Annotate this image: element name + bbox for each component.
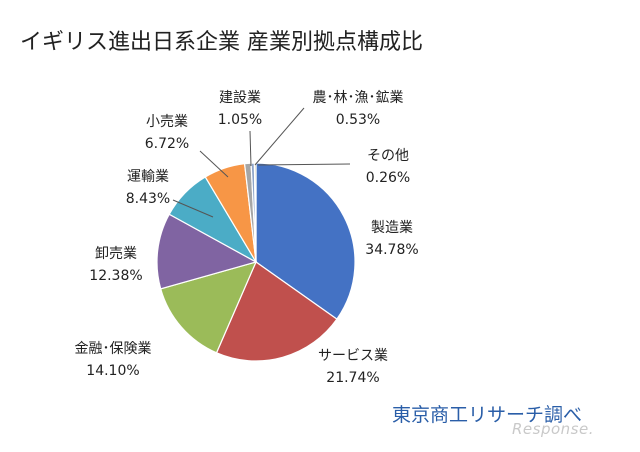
leader-line [199,150,229,178]
leader-line [254,107,305,166]
leader-line [249,130,252,167]
slice-label: 運輸業 [127,169,169,185]
slice-label: サービス業 [318,348,388,364]
leader-line [257,163,351,166]
chart-title: イギリス進出日系企業 産業別拠点構成比 [20,30,423,55]
slice-value: 12.38% [89,268,142,284]
slice-value: 21.74% [326,370,379,386]
pie-slice [156,213,258,290]
pie-slice [215,261,338,362]
slice-value: 0.26% [366,170,410,186]
slice-value: 8.43% [126,191,170,207]
watermark-logo: Response. [512,420,594,438]
slice-value: 34.78% [365,242,418,258]
pie-slice [253,162,257,263]
slice-value: 1.05% [218,112,262,128]
leader-line [172,199,214,218]
slice-label: その他 [367,148,409,164]
slice-label: 農･林･漁･鉱業 [313,89,404,106]
slice-value: 14.10% [86,363,139,379]
slice-label: 卸売業 [95,246,137,262]
slice-value: 0.53% [336,112,380,128]
source-note: 東京商工リサーチ調べ [392,404,583,426]
slice-value: 6.72% [145,136,189,152]
pie-slice [255,162,356,320]
slice-label: 金融･保険業 [75,341,152,357]
slice-label: 小売業 [146,114,188,130]
slice-label: 製造業 [371,220,413,236]
slice-label: 建設業 [219,90,261,106]
pie-slice [159,261,258,354]
